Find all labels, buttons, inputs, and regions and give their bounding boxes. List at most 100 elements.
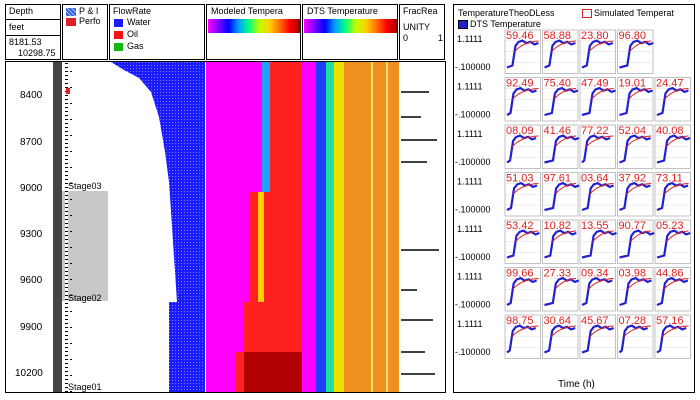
dts-blue-band bbox=[316, 62, 326, 392]
dts-curve bbox=[506, 276, 538, 306]
legend-dts-swatch bbox=[458, 20, 468, 29]
simulated-curve bbox=[591, 88, 614, 100]
stage-label-03: Stage03 bbox=[68, 181, 102, 191]
grid-y-top-label: 1.1111 bbox=[457, 319, 483, 329]
grid-cell-value: 53.42 bbox=[506, 220, 534, 232]
simulated-curve bbox=[665, 230, 689, 243]
flowrate-track[interactable] bbox=[109, 62, 205, 392]
frac-track[interactable] bbox=[399, 62, 445, 392]
grid-cell: 13.55 bbox=[579, 219, 617, 264]
perf-hatch-column bbox=[65, 62, 68, 392]
dts-curve bbox=[656, 181, 689, 212]
depth-track[interactable] bbox=[6, 62, 61, 392]
grid-cell: 96.80 bbox=[617, 29, 654, 74]
log-body-frame bbox=[5, 61, 446, 393]
dts-track[interactable] bbox=[302, 62, 399, 392]
flowrate-header: FlowRate Water Oil Gas bbox=[109, 4, 205, 60]
grid-cell: 97.61 bbox=[542, 172, 580, 217]
flowrate-title: FlowRate bbox=[113, 6, 152, 16]
simulated-curve bbox=[627, 278, 652, 290]
depth-tick-9600: 9600 bbox=[20, 275, 43, 286]
grid-y-bottom-label: -.100000 bbox=[455, 62, 491, 72]
grid-cell-value: 45.67 bbox=[581, 315, 609, 327]
simulated-curve bbox=[628, 88, 652, 100]
dts-curve bbox=[544, 324, 576, 354]
simulated-curve bbox=[551, 230, 577, 243]
grid-cell: 40.08 bbox=[654, 124, 691, 169]
dts-curve bbox=[581, 39, 614, 69]
dts-curve bbox=[506, 86, 537, 116]
simulated-curve bbox=[626, 135, 652, 148]
modeled-track[interactable] bbox=[206, 62, 302, 392]
simulated-curve bbox=[587, 278, 614, 290]
modeled-color-scale bbox=[208, 19, 300, 33]
grid-x-axis-label: Time (h) bbox=[558, 379, 595, 390]
simulated-curve bbox=[514, 40, 539, 53]
grid-cell-value: 96.80 bbox=[619, 30, 647, 42]
dts-curve bbox=[581, 181, 615, 212]
dts-curve bbox=[506, 324, 537, 354]
grid-y-top-label: 1.1111 bbox=[457, 129, 483, 139]
perf-tick-column bbox=[70, 62, 72, 392]
grid-y-top-label: 1.1111 bbox=[457, 82, 483, 92]
grid-cell-value: 13.55 bbox=[581, 220, 609, 232]
grid-cell: 58.88 bbox=[542, 29, 579, 74]
grid-cell: 37.92 bbox=[617, 172, 654, 217]
grid-cell-value: 57.16 bbox=[656, 315, 684, 327]
dts-curve bbox=[656, 276, 689, 307]
stage-label-02: Stage02 bbox=[68, 293, 102, 303]
frac-header: FracRea UNITY 0 1 bbox=[399, 4, 445, 60]
flowrate-legend-water: Water bbox=[127, 17, 151, 27]
flowrate-legend-water-swatch bbox=[114, 19, 123, 27]
dts-curve bbox=[506, 181, 538, 211]
dts-curve bbox=[581, 229, 617, 259]
dts-color-scale bbox=[304, 19, 397, 33]
grid-cell-value: 37.92 bbox=[619, 173, 647, 185]
perf-legend-label-pi: P & I bbox=[79, 6, 99, 16]
grid-cell-value: 58.88 bbox=[544, 30, 572, 42]
dts-curve bbox=[619, 229, 655, 259]
simulated-curve bbox=[661, 325, 689, 338]
grid-cell-value: 05.23 bbox=[656, 220, 684, 232]
grid-cell: 75.40 bbox=[542, 77, 579, 122]
grid-cell-value: 07.28 bbox=[619, 315, 647, 327]
dts-curve bbox=[581, 134, 611, 164]
grid-cell-value: 92.49 bbox=[506, 78, 534, 90]
dts-curve bbox=[544, 134, 580, 164]
flowrate-legend-gas: Gas bbox=[127, 41, 144, 51]
depth-title: Depth bbox=[9, 6, 34, 16]
stage-zone bbox=[62, 191, 108, 301]
simulated-curve bbox=[551, 40, 577, 53]
grid-y-top-label: 1.1111 bbox=[457, 272, 483, 282]
simulated-curve bbox=[512, 88, 539, 100]
grid-y-bottom-label: -.100000 bbox=[455, 252, 491, 262]
dts-curve bbox=[619, 39, 654, 69]
grid-cell: 09.34 bbox=[579, 267, 616, 312]
dts-curve bbox=[581, 324, 615, 354]
dts-curve bbox=[581, 276, 613, 306]
dts-header: DTS Temperature bbox=[302, 4, 398, 60]
grid-cell-value: 75.40 bbox=[544, 78, 572, 90]
grid-cell-value: 30.64 bbox=[544, 315, 572, 327]
simulated-curve bbox=[554, 278, 577, 290]
grid-y-bottom-label: -.100000 bbox=[455, 347, 491, 357]
frac-title: FracRea bbox=[403, 6, 438, 16]
grid-cell-value: 10.82 bbox=[544, 220, 572, 232]
simulated-curve bbox=[628, 40, 652, 53]
grid-cell-value: 59.46 bbox=[506, 30, 534, 42]
depth-tick-10200: 10200 bbox=[15, 368, 43, 379]
grid-y-top-label: 1.1111 bbox=[457, 177, 483, 187]
simulated-curve bbox=[553, 88, 577, 100]
water-flow-area bbox=[111, 62, 205, 334]
depth-tick-8700: 8700 bbox=[20, 137, 43, 148]
perf-track[interactable] bbox=[62, 62, 108, 392]
grid-cell: 53.42 bbox=[504, 219, 541, 264]
grid-cell-value: 47.49 bbox=[581, 78, 609, 90]
dts-curve bbox=[506, 39, 539, 69]
dts-curve bbox=[544, 39, 576, 69]
grid-cell-value: 51.03 bbox=[506, 173, 534, 185]
grid-plot-area[interactable]: 1.1111 -.100000 59.46 58.88 23.80 96.80 1.1111… bbox=[453, 26, 695, 374]
simulated-curve bbox=[589, 325, 614, 338]
grid-cell-value: 40.08 bbox=[656, 125, 684, 137]
simulated-curve bbox=[554, 135, 577, 148]
